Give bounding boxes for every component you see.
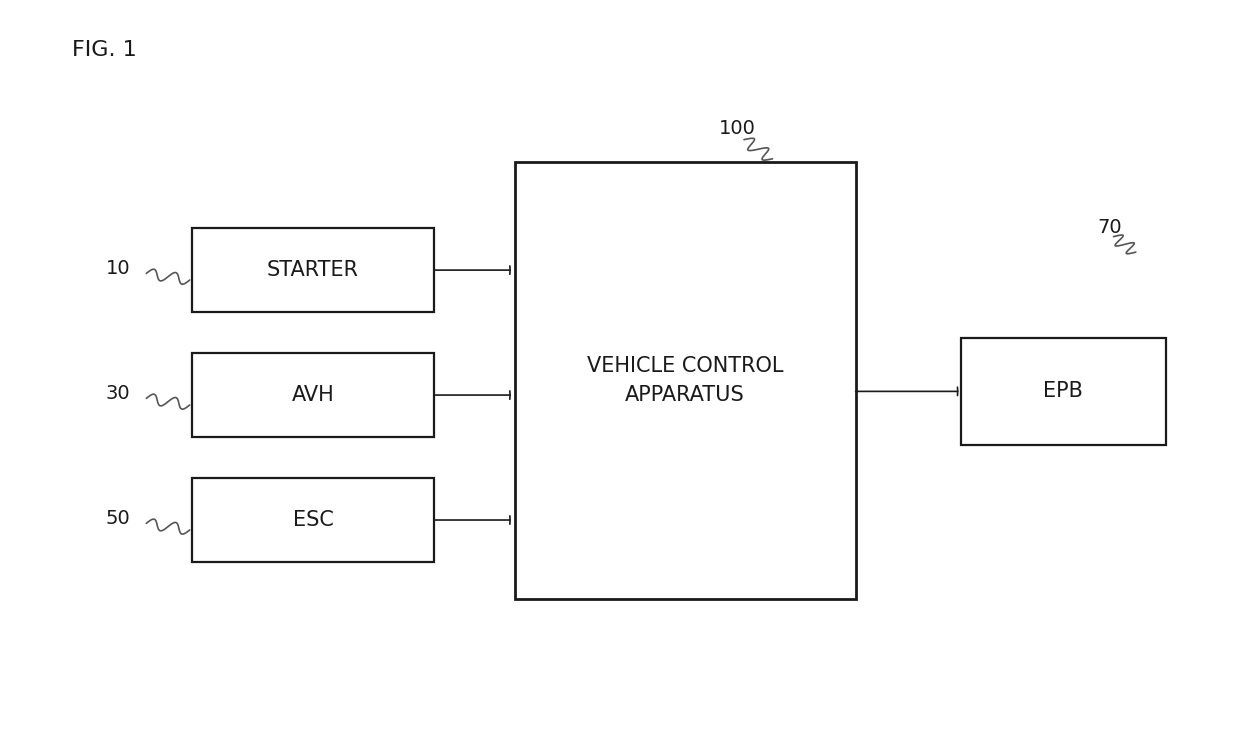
Text: FIG. 1: FIG. 1	[72, 40, 136, 60]
Text: 70: 70	[1097, 218, 1122, 237]
Text: 10: 10	[105, 259, 130, 278]
Text: ESC: ESC	[293, 510, 334, 530]
Bar	[515, 162, 856, 599]
Bar	[192, 478, 434, 562]
Text: 50: 50	[105, 509, 130, 528]
Text: STARTER: STARTER	[267, 260, 360, 280]
Text: 30: 30	[105, 384, 130, 403]
Text: EPB: EPB	[1043, 381, 1084, 401]
Text: 100: 100	[719, 119, 756, 138]
Bar	[192, 353, 434, 437]
Bar	[192, 228, 434, 312]
Text: AVH: AVH	[291, 385, 335, 405]
Text: VEHICLE CONTROL
APPARATUS: VEHICLE CONTROL APPARATUS	[587, 356, 784, 405]
Bar	[961, 338, 1166, 445]
